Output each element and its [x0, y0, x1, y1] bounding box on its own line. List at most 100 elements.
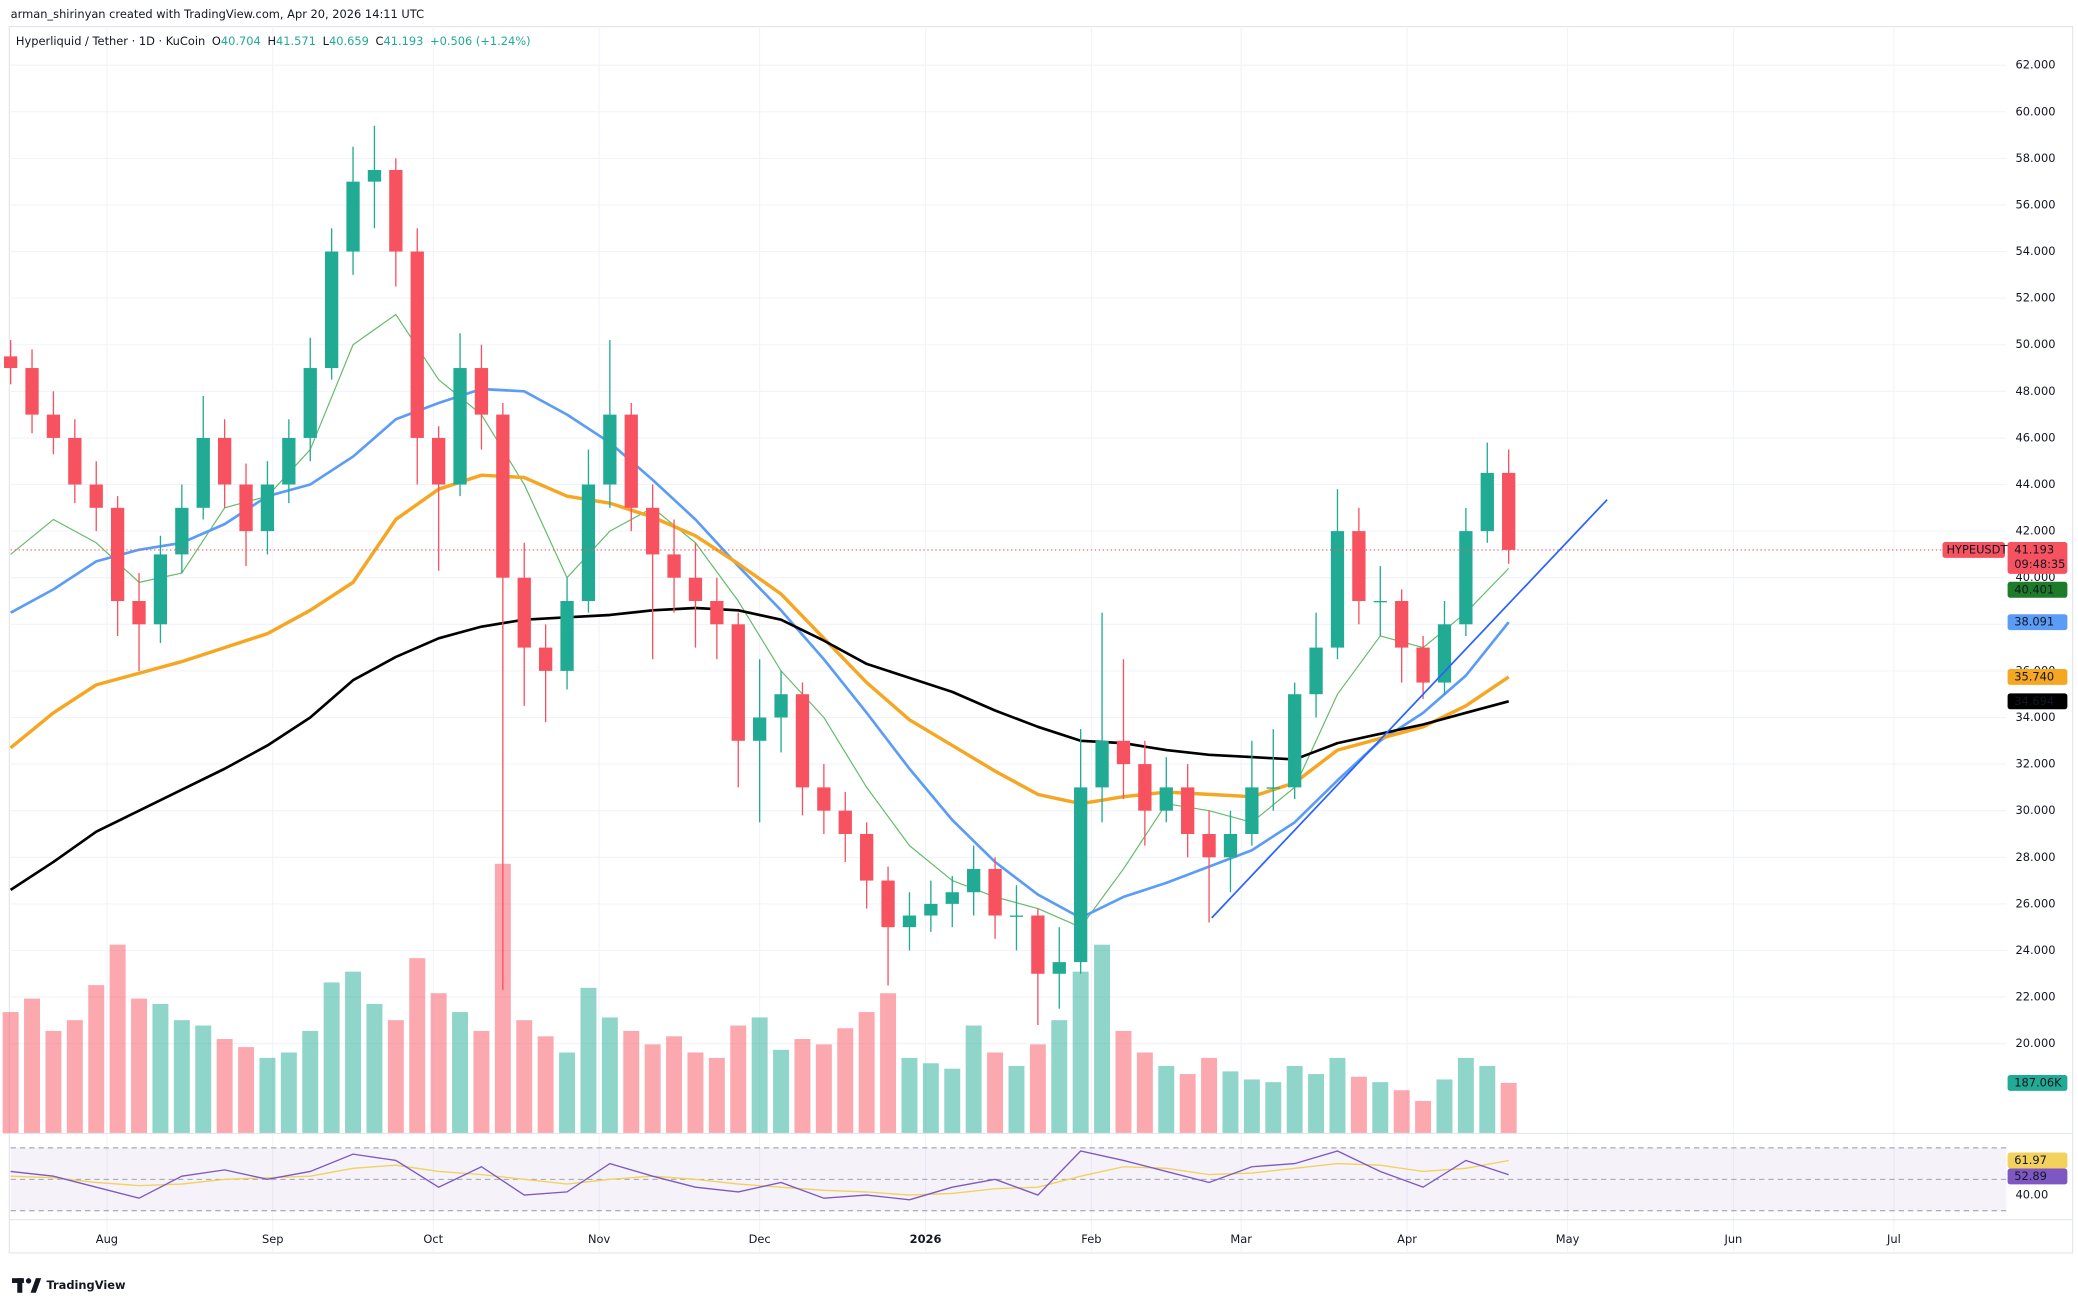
symbol-tag: HYPEUSDT — [1946, 542, 2007, 556]
volume-bar — [280, 1052, 297, 1134]
y-tick-label: 58.000 — [2016, 151, 2056, 165]
x-tick-label: Apr — [1397, 1232, 1417, 1246]
volume-bar — [152, 1003, 169, 1134]
candle-body — [1181, 787, 1195, 834]
candle-body — [838, 810, 852, 834]
candle-body — [881, 880, 895, 928]
rsi-tag-bg — [2007, 1168, 2068, 1185]
candle-body — [432, 437, 446, 485]
ohlc-label: O — [212, 34, 221, 48]
volume-bar — [516, 1020, 533, 1134]
volume-bar — [409, 958, 426, 1134]
volume-bar — [794, 1039, 811, 1134]
volume-bar — [302, 1030, 319, 1134]
volume-tag-bg — [2007, 1074, 2068, 1091]
y-tick-label: 52.000 — [2016, 291, 2056, 305]
x-tick-label: Jul — [1886, 1232, 1901, 1246]
ohlc-value: 40.704 — [221, 34, 261, 48]
symbol-name: Hyperliquid / Tether · 1D · KuCoin — [16, 34, 205, 48]
volume-bar — [1265, 1082, 1282, 1134]
volume-bar — [1008, 1065, 1025, 1134]
rsi-line — [10, 1150, 1509, 1201]
logo-part — [17, 1278, 23, 1293]
candle-body — [1502, 472, 1516, 550]
x-tick-label: Nov — [588, 1232, 611, 1246]
volume-pane — [2, 863, 1517, 1134]
volume-bar — [387, 1020, 404, 1134]
candle-body — [1159, 787, 1173, 811]
candle-body — [346, 181, 360, 252]
candle-body — [496, 414, 510, 578]
volume-bar — [1393, 1090, 1410, 1134]
ohlc-label: L — [323, 34, 330, 48]
x-tick-label: Oct — [423, 1232, 443, 1246]
x-tick-label: Aug — [96, 1232, 118, 1246]
candle-body — [667, 554, 681, 578]
candle-body — [1330, 531, 1345, 648]
y-tick-label: 30.000 — [2016, 803, 2056, 817]
candle-body — [46, 414, 61, 438]
logo-part — [30, 1278, 42, 1293]
volume-bar — [965, 1025, 982, 1134]
volume-bar — [1158, 1065, 1175, 1134]
candle-body — [1245, 787, 1259, 834]
ma-tag-bg — [2007, 581, 2068, 598]
y-tick-label: 28.000 — [2016, 850, 2056, 864]
y-tick-label: 24.000 — [2016, 943, 2056, 957]
y-tick-label: 22.000 — [2016, 990, 2056, 1004]
volume-bar — [922, 1063, 939, 1134]
candle-body — [175, 507, 189, 555]
volume-bar — [131, 998, 148, 1134]
y-tick-label: 48.000 — [2016, 384, 2056, 398]
volume-bar — [473, 1030, 490, 1134]
volume-bar — [1500, 1082, 1517, 1134]
brand-logo — [11, 1278, 42, 1293]
candle-body — [539, 647, 553, 671]
ohlc-value: 40.659 — [329, 34, 369, 48]
brand-name: TradingView — [47, 1278, 126, 1292]
volume-bar — [366, 1003, 383, 1134]
last-price-tag-bg — [2007, 541, 2068, 574]
y-tick-label: 34.000 — [2016, 710, 2056, 724]
volume-bar — [66, 1020, 83, 1134]
volume-bar — [1457, 1057, 1474, 1134]
volume-tag: 187.06K — [2014, 1075, 2062, 1089]
candle-body — [1459, 531, 1473, 625]
volume-bar — [88, 985, 105, 1134]
candle-body — [239, 484, 253, 532]
candle-body — [774, 694, 788, 718]
volume-bar — [1329, 1057, 1346, 1134]
y-tick-label: 62.000 — [2016, 58, 2056, 72]
volume-bar — [537, 1036, 554, 1134]
candle-body — [132, 601, 146, 625]
volume-bar — [1115, 1030, 1132, 1134]
candle-body — [967, 868, 981, 893]
y-tick-label: 56.000 — [2016, 197, 2056, 211]
ma-tag-bg — [2007, 614, 2068, 631]
rsi-ma-tag: 61.97 — [2014, 1153, 2047, 1167]
volume-bar — [1243, 1079, 1260, 1134]
candle-body — [1009, 915, 1024, 917]
volume-bar — [24, 998, 41, 1134]
volume-bar — [1415, 1101, 1432, 1134]
volume-bar — [708, 1057, 725, 1134]
volume-bar — [751, 1017, 768, 1134]
candle-body — [25, 368, 39, 415]
last-price-tag: 41.193 — [2014, 542, 2054, 556]
symbol-tag-bg — [1942, 541, 2005, 558]
countdown: 09:48:35 — [2014, 557, 2065, 571]
candle-body — [517, 577, 531, 648]
volume-bar — [944, 1068, 961, 1134]
volume-bar — [1286, 1065, 1303, 1134]
change-value: +0.506 (+1.24%) — [430, 34, 531, 48]
moving-average — [10, 313, 1510, 928]
candle-body — [710, 601, 724, 625]
candle-body — [474, 368, 489, 415]
candle-body — [89, 484, 103, 508]
ma-tag-bg — [2007, 693, 2068, 710]
rsi-tag: 52.89 — [2014, 1169, 2047, 1183]
volume-bar — [730, 1025, 747, 1134]
candle-body — [1052, 962, 1066, 974]
volume-bar — [666, 1036, 683, 1134]
